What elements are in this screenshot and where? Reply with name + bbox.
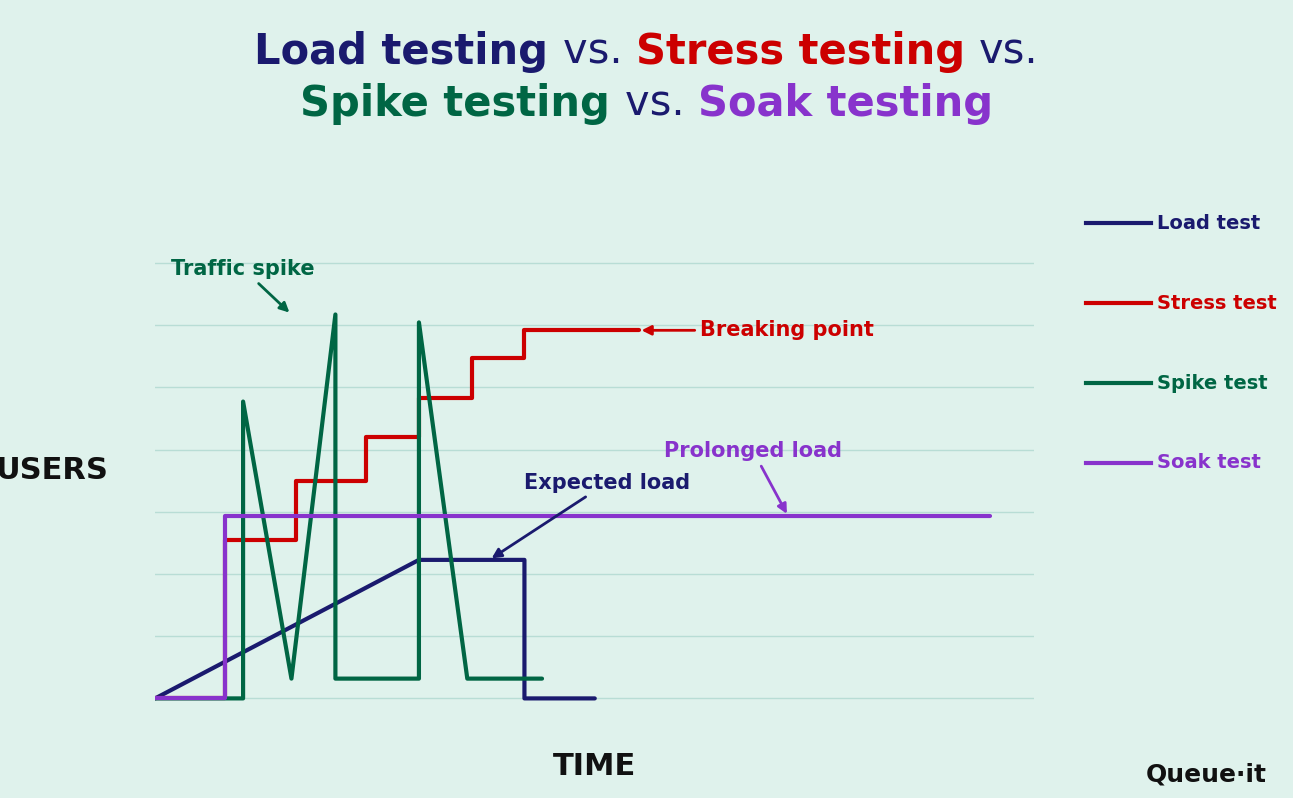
- Text: Stress test: Stress test: [1157, 294, 1277, 313]
- Text: Traffic spike: Traffic spike: [171, 259, 315, 310]
- Text: vs.: vs.: [625, 83, 697, 124]
- Text: Spike testing: Spike testing: [300, 83, 625, 124]
- Text: Prolonged load: Prolonged load: [665, 441, 842, 512]
- Text: Stress testing: Stress testing: [636, 31, 979, 73]
- Text: Soak test: Soak test: [1157, 453, 1261, 472]
- Text: Breaking point: Breaking point: [645, 320, 874, 340]
- Text: TIME: TIME: [553, 752, 636, 780]
- Text: Expected load: Expected load: [494, 472, 690, 557]
- Text: vs.: vs.: [979, 31, 1038, 73]
- Text: Load test: Load test: [1157, 214, 1261, 233]
- Text: Load testing: Load testing: [255, 31, 562, 73]
- Text: vs.: vs.: [562, 31, 636, 73]
- Text: Spike test: Spike test: [1157, 373, 1268, 393]
- Text: Soak testing: Soak testing: [697, 83, 993, 124]
- Text: Queue·it: Queue·it: [1146, 762, 1267, 786]
- Text: USERS: USERS: [0, 456, 109, 485]
